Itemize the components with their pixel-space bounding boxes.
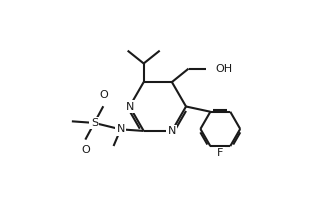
Text: O: O (99, 91, 108, 101)
Text: N: N (117, 124, 125, 134)
Text: F: F (217, 148, 223, 158)
Text: OH: OH (216, 64, 233, 74)
Text: S: S (91, 118, 98, 128)
Text: N: N (168, 126, 176, 136)
Text: O: O (81, 145, 90, 155)
Text: N: N (125, 102, 134, 111)
